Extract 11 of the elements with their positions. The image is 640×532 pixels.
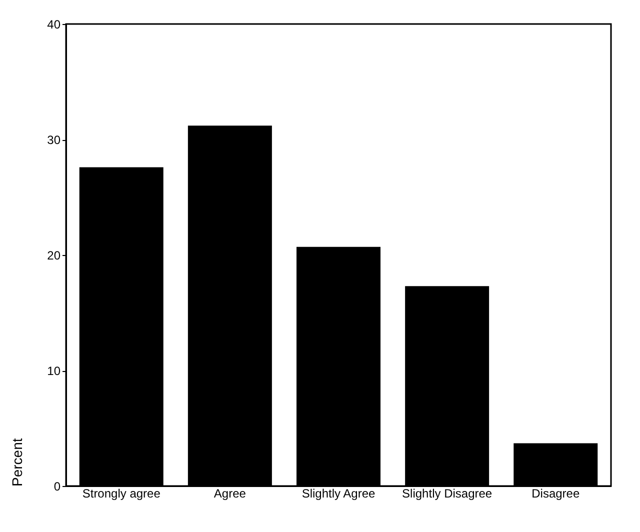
x-tick-label: Agree [214,486,246,500]
y-tick-label: 0 [54,480,61,494]
x-tick-label: Slightly Disagree [402,486,492,500]
y-tick-label: 30 [47,133,61,147]
y-tick-label: 20 [47,248,61,262]
y-tick-label: 40 [47,18,61,32]
y-axis-title: Percent [9,438,26,486]
x-tick-label: Disagree [532,486,580,500]
y-tick-label: 10 [47,364,61,378]
x-tick-label: Slightly Agree [302,486,376,500]
x-tick-label: Strongly agree [82,486,161,500]
